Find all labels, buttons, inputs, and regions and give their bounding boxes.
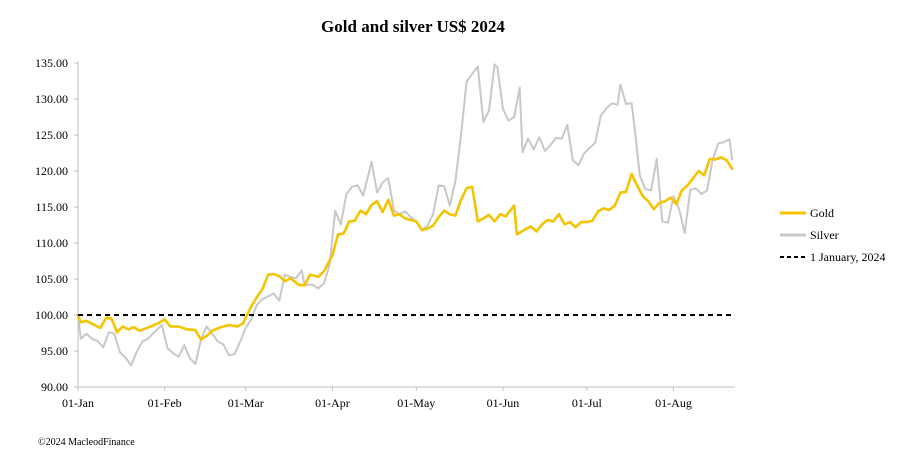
legend-label-silver: Silver [810, 228, 839, 242]
y-tick-label: 100.00 [35, 308, 68, 322]
copyright-footer: ©2024 MacleodFinance [38, 437, 135, 448]
y-tick-label: 90.00 [41, 380, 68, 394]
x-tick-label: 01-Feb [148, 396, 182, 410]
x-tick-label: 01-May [397, 396, 435, 410]
x-tick-label: 01-Jan [62, 396, 94, 410]
x-tick-label: 01-Apr [315, 396, 350, 410]
x-axis: 01-Jan 01-Feb 01-Mar 01-Apr 01-May 01-Jun 01-J… [62, 386, 735, 410]
series-line-silver [77, 63, 734, 367]
y-tick-label: 110.00 [35, 236, 68, 250]
x-tick-label: 01-Aug [655, 396, 692, 410]
y-tick-label: 105.00 [35, 272, 68, 286]
x-tick-label: 01-Jul [572, 396, 603, 410]
legend: Gold Silver 1 January, 2024 [780, 206, 886, 264]
legend-label-gold: Gold [810, 206, 834, 220]
x-tick-label: 01-Jun [487, 396, 520, 410]
y-tick-label: 125.00 [35, 128, 68, 142]
legend-label-1-january-2024: 1 January, 2024 [810, 250, 886, 264]
y-axis: 90.00 95.00 100.00 105.00 110.00 115.00 120.00… [35, 56, 79, 394]
x-tick-label: 01-Mar [228, 396, 264, 410]
y-tick-label: 95.00 [41, 344, 68, 358]
y-tick-label: 135.00 [35, 56, 68, 70]
y-tick-label: 130.00 [35, 92, 68, 106]
series-line-gold [76, 156, 734, 341]
y-tick-label: 115.00 [35, 200, 68, 214]
y-tick-label: 120.00 [35, 164, 68, 178]
series-layer [76, 63, 734, 367]
chart-title: Gold and silver US$ 2024 [321, 17, 505, 36]
